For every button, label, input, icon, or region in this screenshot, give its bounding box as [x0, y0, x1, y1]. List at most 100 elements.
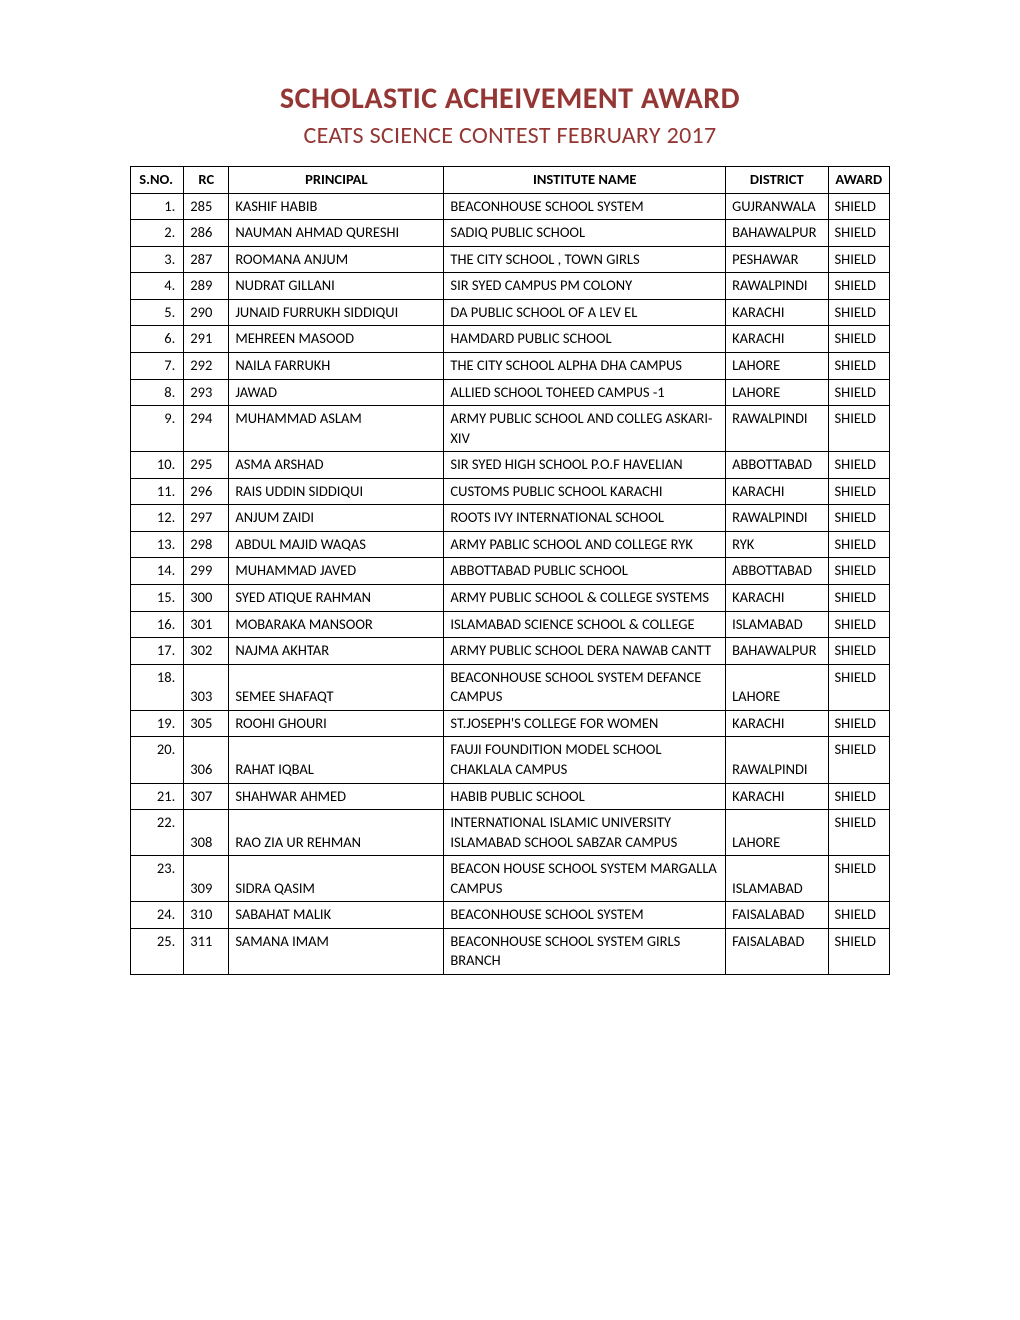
- cell-sno: 5.: [131, 299, 184, 326]
- table-row: 2.286NAUMAN AHMAD QURESHISADIQ PUBLIC SC…: [131, 220, 890, 247]
- cell-rc: 295: [184, 452, 229, 479]
- cell-institute: DA PUBLIC SCHOOL OF A LEV EL: [444, 299, 726, 326]
- table-row: 25.311SAMANA IMAMBEACONHOUSE SCHOOL SYST…: [131, 928, 890, 974]
- cell-award: SHIELD: [828, 664, 890, 710]
- cell-rc: 302: [184, 638, 229, 665]
- cell-rc: 287: [184, 246, 229, 273]
- col-header-principal: PRINCIPAL: [229, 167, 444, 194]
- table-row: 7.292NAILA FARRUKHTHE CITY SCHOOL ALPHA …: [131, 352, 890, 379]
- cell-award: SHIELD: [828, 810, 890, 856]
- cell-principal: MOBARAKA MANSOOR: [229, 611, 444, 638]
- cell-principal: RAIS UDDIN SIDDIQUI: [229, 478, 444, 505]
- cell-award: SHIELD: [828, 856, 890, 902]
- cell-principal: NUDRAT GILLANI: [229, 273, 444, 300]
- cell-principal: SABAHAT MALIK: [229, 902, 444, 929]
- cell-district: RAWALPINDI: [726, 505, 828, 532]
- cell-award: SHIELD: [828, 505, 890, 532]
- cell-district: KARACHI: [726, 478, 828, 505]
- cell-district: RAWALPINDI: [726, 737, 828, 783]
- cell-institute: THE CITY SCHOOL ALPHA DHA CAMPUS: [444, 352, 726, 379]
- cell-institute: INTERNATIONAL ISLAMIC UNIVERSITY ISLAMAB…: [444, 810, 726, 856]
- table-header-row: S.NO. RC PRINCIPAL INSTITUTE NAME DISTRI…: [131, 167, 890, 194]
- cell-sno: 17.: [131, 638, 184, 665]
- cell-sno: 15.: [131, 585, 184, 612]
- cell-district: RYK: [726, 531, 828, 558]
- cell-district: RAWALPINDI: [726, 273, 828, 300]
- cell-award: SHIELD: [828, 273, 890, 300]
- cell-sno: 6.: [131, 326, 184, 353]
- cell-sno: 11.: [131, 478, 184, 505]
- cell-sno: 2.: [131, 220, 184, 247]
- cell-principal: RAO ZIA UR REHMAN: [229, 810, 444, 856]
- table-row: 5.290JUNAID FURRUKH SIDDIQUIDA PUBLIC SC…: [131, 299, 890, 326]
- cell-sno: 7.: [131, 352, 184, 379]
- table-row: 16.301MOBARAKA MANSOORISLAMABAD SCIENCE …: [131, 611, 890, 638]
- cell-award: SHIELD: [828, 379, 890, 406]
- cell-rc: 286: [184, 220, 229, 247]
- cell-sno: 4.: [131, 273, 184, 300]
- cell-sno: 13.: [131, 531, 184, 558]
- col-header-award: AWARD: [828, 167, 890, 194]
- cell-sno: 18.: [131, 664, 184, 710]
- cell-rc: 291: [184, 326, 229, 353]
- table-body: 1.285KASHIF HABIBBEACONHOUSE SCHOOL SYST…: [131, 193, 890, 974]
- cell-award: SHIELD: [828, 638, 890, 665]
- cell-rc: 290: [184, 299, 229, 326]
- cell-award: SHIELD: [828, 783, 890, 810]
- cell-rc: 294: [184, 406, 229, 452]
- cell-principal: ANJUM ZAIDI: [229, 505, 444, 532]
- cell-institute: BEACONHOUSE SCHOOL SYSTEM DEFANCE CAMPUS: [444, 664, 726, 710]
- cell-principal: ASMA ARSHAD: [229, 452, 444, 479]
- cell-institute: ARMY PUBLIC SCHOOL AND COLLEG ASKARI-XIV: [444, 406, 726, 452]
- cell-district: RAWALPINDI: [726, 406, 828, 452]
- cell-district: KARACHI: [726, 326, 828, 353]
- cell-award: SHIELD: [828, 220, 890, 247]
- cell-district: GUJRANWALA: [726, 193, 828, 220]
- cell-rc: 293: [184, 379, 229, 406]
- cell-institute: ARMY PABLIC SCHOOL AND COLLEGE RYK: [444, 531, 726, 558]
- cell-principal: SHAHWAR AHMED: [229, 783, 444, 810]
- table-row: 3.287ROOMANA ANJUMTHE CITY SCHOOL , TOWN…: [131, 246, 890, 273]
- cell-principal: NAILA FARRUKH: [229, 352, 444, 379]
- col-header-institute: INSTITUTE NAME: [444, 167, 726, 194]
- cell-institute: ISLAMABAD SCIENCE SCHOOL & COLLEGE: [444, 611, 726, 638]
- cell-district: FAISALABAD: [726, 902, 828, 929]
- cell-rc: 306: [184, 737, 229, 783]
- cell-sno: 16.: [131, 611, 184, 638]
- cell-award: SHIELD: [828, 299, 890, 326]
- cell-award: SHIELD: [828, 710, 890, 737]
- table-row: 20.306RAHAT IQBALFAUJI FOUNDITION MODEL …: [131, 737, 890, 783]
- cell-institute: BEACONHOUSE SCHOOL SYSTEM GIRLS BRANCH: [444, 928, 726, 974]
- cell-institute: ABBOTTABAD PUBLIC SCHOOL: [444, 558, 726, 585]
- cell-rc: 301: [184, 611, 229, 638]
- table-row: 10.295ASMA ARSHADSIR SYED HIGH SCHOOL P.…: [131, 452, 890, 479]
- cell-district: LAHORE: [726, 379, 828, 406]
- cell-sno: 25.: [131, 928, 184, 974]
- cell-award: SHIELD: [828, 193, 890, 220]
- cell-institute: HABIB PUBLIC SCHOOL: [444, 783, 726, 810]
- cell-rc: 305: [184, 710, 229, 737]
- col-header-rc: RC: [184, 167, 229, 194]
- cell-institute: THE CITY SCHOOL , TOWN GIRLS: [444, 246, 726, 273]
- cell-sno: 21.: [131, 783, 184, 810]
- cell-rc: 310: [184, 902, 229, 929]
- cell-principal: ROOMANA ANJUM: [229, 246, 444, 273]
- cell-award: SHIELD: [828, 406, 890, 452]
- cell-district: KARACHI: [726, 585, 828, 612]
- cell-award: SHIELD: [828, 611, 890, 638]
- cell-principal: MEHREEN MASOOD: [229, 326, 444, 353]
- cell-rc: 303: [184, 664, 229, 710]
- cell-award: SHIELD: [828, 352, 890, 379]
- cell-award: SHIELD: [828, 585, 890, 612]
- table-row: 6.291MEHREEN MASOODHAMDARD PUBLIC SCHOOL…: [131, 326, 890, 353]
- cell-institute: BEACONHOUSE SCHOOL SYSTEM: [444, 902, 726, 929]
- cell-sno: 24.: [131, 902, 184, 929]
- cell-institute: SADIQ PUBLIC SCHOOL: [444, 220, 726, 247]
- cell-principal: RAHAT IQBAL: [229, 737, 444, 783]
- cell-institute: ROOTS IVY INTERNATIONAL SCHOOL: [444, 505, 726, 532]
- cell-rc: 308: [184, 810, 229, 856]
- table-row: 24.310SABAHAT MALIKBEACONHOUSE SCHOOL SY…: [131, 902, 890, 929]
- table-row: 8.293JAWADALLIED SCHOOL TOHEED CAMPUS -1…: [131, 379, 890, 406]
- table-row: 15.300SYED ATIQUE RAHMANARMY PUBLIC SCHO…: [131, 585, 890, 612]
- cell-award: SHIELD: [828, 452, 890, 479]
